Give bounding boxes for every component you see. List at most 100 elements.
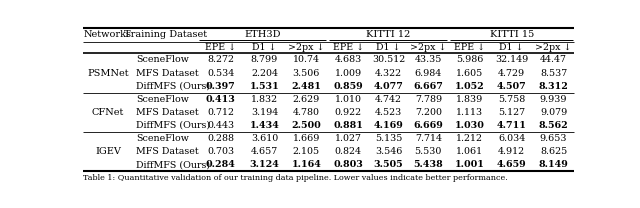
Text: 6.667: 6.667	[413, 82, 444, 91]
Text: IGEV: IGEV	[95, 147, 121, 156]
Text: 4.742: 4.742	[375, 95, 402, 104]
Text: PSMNet: PSMNet	[87, 69, 129, 78]
Text: 44.47: 44.47	[540, 56, 567, 64]
Text: 4.729: 4.729	[498, 69, 525, 78]
Text: 4.711: 4.711	[497, 121, 527, 130]
Text: 4.659: 4.659	[497, 160, 527, 169]
Text: 9.939: 9.939	[540, 95, 567, 104]
Text: 5.438: 5.438	[413, 160, 444, 169]
Text: 9.653: 9.653	[540, 134, 567, 143]
Text: 1.832: 1.832	[251, 95, 278, 104]
Text: 2.105: 2.105	[292, 147, 320, 156]
Text: 1.001: 1.001	[455, 160, 484, 169]
Text: 6.034: 6.034	[498, 134, 525, 143]
Text: ETH3D: ETH3D	[244, 30, 281, 40]
Text: 1.010: 1.010	[335, 95, 362, 104]
Text: D1 ↓: D1 ↓	[499, 43, 524, 52]
Text: 4.169: 4.169	[374, 121, 403, 130]
Text: 4.683: 4.683	[335, 56, 362, 64]
Text: 8.625: 8.625	[540, 147, 567, 156]
Text: 0.443: 0.443	[207, 121, 234, 130]
Text: Table 1: Quantitative validation of our training data pipeline. Lower values ind: Table 1: Quantitative validation of our …	[83, 174, 508, 182]
Text: 32.149: 32.149	[495, 56, 528, 64]
Text: 8.149: 8.149	[539, 160, 568, 169]
Text: Training Dataset: Training Dataset	[124, 30, 207, 40]
Text: KITTI 12: KITTI 12	[366, 30, 410, 40]
Text: 1.531: 1.531	[250, 82, 279, 91]
Text: 0.922: 0.922	[335, 108, 362, 117]
Text: EPE ↓: EPE ↓	[333, 43, 364, 52]
Text: 3.194: 3.194	[251, 108, 278, 117]
Text: 8.799: 8.799	[251, 56, 278, 64]
Text: 1.027: 1.027	[335, 134, 362, 143]
Text: 1.839: 1.839	[456, 95, 483, 104]
Text: 2.204: 2.204	[251, 69, 278, 78]
Text: 1.212: 1.212	[456, 134, 483, 143]
Text: 8.562: 8.562	[539, 121, 568, 130]
Text: 4.322: 4.322	[375, 69, 402, 78]
Text: SceneFlow: SceneFlow	[136, 56, 189, 64]
Text: 3.546: 3.546	[375, 147, 402, 156]
Text: 8.272: 8.272	[207, 56, 234, 64]
Text: 9.079: 9.079	[540, 108, 567, 117]
Text: 4.507: 4.507	[497, 82, 527, 91]
Text: 3.506: 3.506	[292, 69, 320, 78]
Text: 0.534: 0.534	[207, 69, 234, 78]
Text: 7.714: 7.714	[415, 134, 442, 143]
Text: 8.312: 8.312	[539, 82, 568, 91]
Text: EPE ↓: EPE ↓	[205, 43, 236, 52]
Text: 2.500: 2.500	[291, 121, 321, 130]
Text: 0.859: 0.859	[333, 82, 363, 91]
Text: 1.164: 1.164	[291, 160, 321, 169]
Text: 1.434: 1.434	[250, 121, 280, 130]
Text: >2px ↓: >2px ↓	[410, 43, 447, 52]
Text: 1.061: 1.061	[456, 147, 483, 156]
Text: 4.780: 4.780	[293, 108, 320, 117]
Text: MFS Dataset: MFS Dataset	[136, 108, 198, 117]
Text: 6.669: 6.669	[413, 121, 444, 130]
Text: 7.789: 7.789	[415, 95, 442, 104]
Text: 1.605: 1.605	[456, 69, 483, 78]
Text: D1 ↓: D1 ↓	[252, 43, 276, 52]
Text: DiffMFS (Ours): DiffMFS (Ours)	[136, 160, 210, 169]
Text: 43.35: 43.35	[415, 56, 442, 64]
Text: 4.912: 4.912	[498, 147, 525, 156]
Text: 0.703: 0.703	[207, 147, 234, 156]
Text: 2.481: 2.481	[291, 82, 321, 91]
Text: 4.657: 4.657	[251, 147, 278, 156]
Text: 5.127: 5.127	[498, 108, 525, 117]
Text: SceneFlow: SceneFlow	[136, 134, 189, 143]
Text: >2px ↓: >2px ↓	[288, 43, 324, 52]
Text: 10.74: 10.74	[293, 56, 320, 64]
Text: MFS Dataset: MFS Dataset	[136, 69, 198, 78]
Text: 8.537: 8.537	[540, 69, 567, 78]
Text: MFS Dataset: MFS Dataset	[136, 147, 198, 156]
Text: 4.523: 4.523	[375, 108, 402, 117]
Text: 2.629: 2.629	[292, 95, 320, 104]
Text: CFNet: CFNet	[92, 108, 124, 117]
Text: DiffMFS (Ours): DiffMFS (Ours)	[136, 82, 210, 91]
Text: EPE ↓: EPE ↓	[454, 43, 485, 52]
Text: Networks: Networks	[84, 30, 132, 40]
Text: KITTI 15: KITTI 15	[490, 30, 534, 40]
Text: 0.288: 0.288	[207, 134, 234, 143]
Text: 3.505: 3.505	[374, 160, 403, 169]
Text: 0.413: 0.413	[205, 95, 236, 104]
Text: 6.984: 6.984	[415, 69, 442, 78]
Text: SceneFlow: SceneFlow	[136, 95, 189, 104]
Text: 0.712: 0.712	[207, 108, 234, 117]
Text: 1.669: 1.669	[292, 134, 320, 143]
Text: 5.986: 5.986	[456, 56, 483, 64]
Text: 5.758: 5.758	[498, 95, 525, 104]
Text: 7.200: 7.200	[415, 108, 442, 117]
Text: DiffMFS (Ours): DiffMFS (Ours)	[136, 121, 210, 130]
Text: 0.397: 0.397	[206, 82, 236, 91]
Text: 1.052: 1.052	[455, 82, 484, 91]
Text: 3.610: 3.610	[251, 134, 278, 143]
Text: 4.077: 4.077	[374, 82, 403, 91]
Text: 1.009: 1.009	[335, 69, 362, 78]
Text: 5.135: 5.135	[375, 134, 402, 143]
Text: 0.824: 0.824	[335, 147, 362, 156]
Text: 0.284: 0.284	[205, 160, 236, 169]
Text: 1.113: 1.113	[456, 108, 483, 117]
